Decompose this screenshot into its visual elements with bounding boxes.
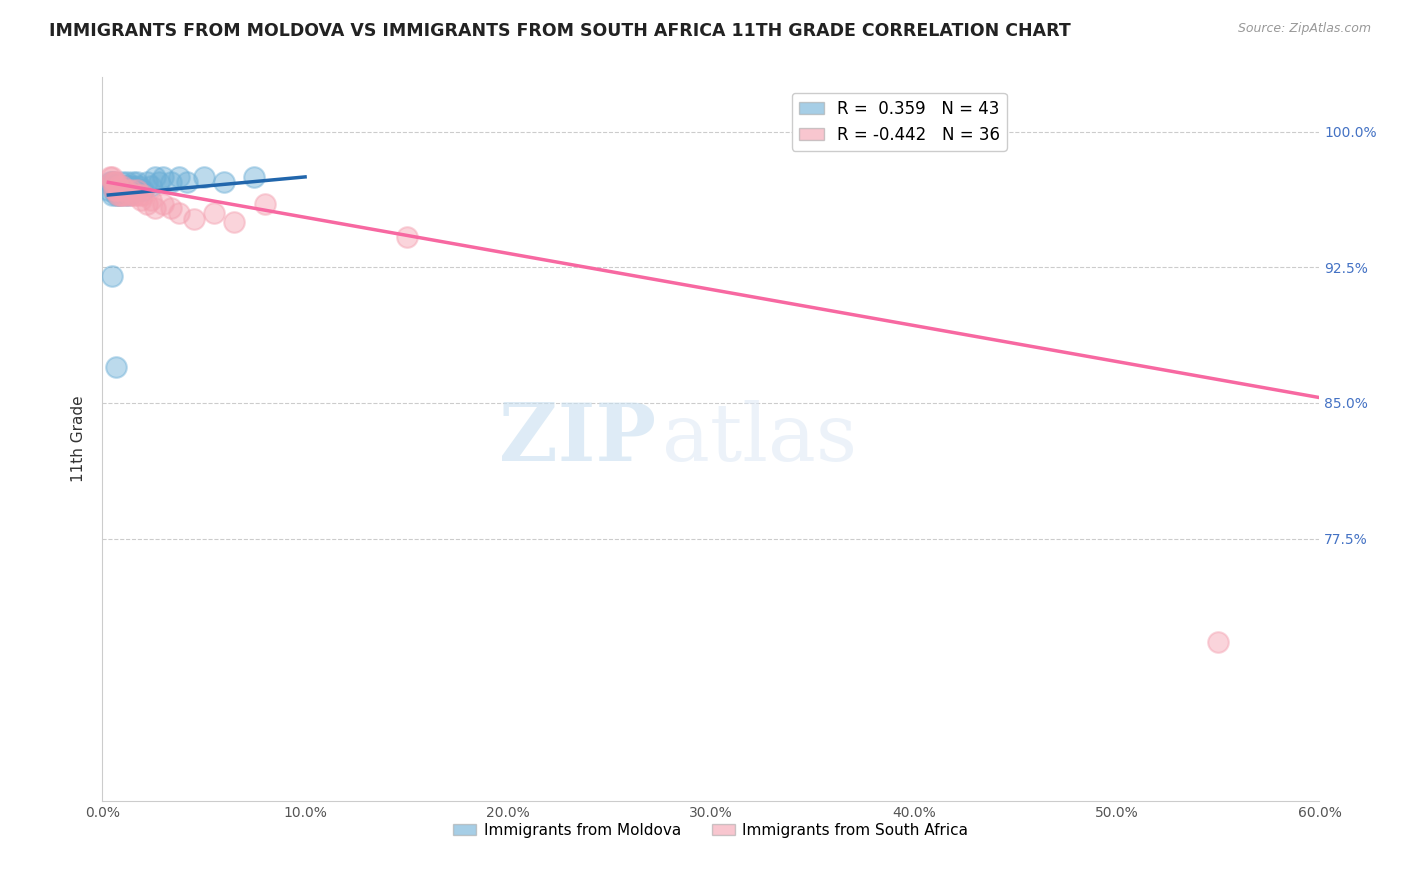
- Point: [253, 197, 276, 211]
- Point: [169, 206, 191, 220]
- Point: [128, 178, 150, 193]
- Text: Source: ZipAtlas.com: Source: ZipAtlas.com: [1237, 22, 1371, 36]
- Point: [152, 169, 174, 184]
- Text: IMMIGRANTS FROM MOLDOVA VS IMMIGRANTS FROM SOUTH AFRICA 11TH GRADE CORRELATION C: IMMIGRANTS FROM MOLDOVA VS IMMIGRANTS FR…: [49, 22, 1071, 40]
- Point: [107, 188, 129, 202]
- Point: [129, 194, 152, 208]
- Point: [212, 175, 235, 189]
- Point: [139, 178, 162, 193]
- Point: [124, 183, 146, 197]
- Point: [110, 188, 132, 202]
- Point: [128, 188, 150, 202]
- Point: [121, 188, 143, 202]
- Point: [124, 188, 146, 202]
- Point: [97, 183, 120, 197]
- Point: [135, 175, 157, 189]
- Point: [114, 178, 136, 193]
- Point: [193, 169, 215, 184]
- Point: [98, 175, 121, 189]
- Point: [395, 229, 418, 244]
- Point: [120, 183, 142, 197]
- Point: [117, 188, 139, 202]
- Point: [132, 183, 155, 197]
- Point: [101, 269, 124, 284]
- Point: [176, 175, 198, 189]
- Point: [148, 175, 170, 189]
- Point: [103, 175, 125, 189]
- Point: [114, 188, 136, 202]
- Point: [115, 175, 138, 189]
- Point: [107, 178, 129, 193]
- Point: [105, 178, 128, 193]
- Point: [135, 197, 157, 211]
- Point: [103, 175, 125, 189]
- Point: [111, 175, 134, 189]
- Point: [107, 183, 129, 197]
- Point: [143, 169, 166, 184]
- Point: [132, 188, 155, 202]
- Point: [110, 183, 132, 197]
- Point: [105, 188, 128, 202]
- Point: [105, 183, 128, 197]
- Point: [120, 183, 142, 197]
- Text: ZIP: ZIP: [499, 401, 657, 478]
- Point: [107, 178, 129, 193]
- Text: atlas: atlas: [662, 401, 858, 478]
- Point: [107, 188, 129, 202]
- Point: [125, 183, 148, 197]
- Y-axis label: 11th Grade: 11th Grade: [72, 396, 86, 483]
- Point: [98, 169, 121, 184]
- Point: [105, 359, 128, 374]
- Point: [121, 175, 143, 189]
- Point: [160, 175, 183, 189]
- Point: [202, 206, 225, 220]
- Point: [110, 183, 132, 197]
- Point: [101, 175, 124, 189]
- Point: [117, 188, 139, 202]
- Point: [169, 169, 191, 184]
- Point: [243, 169, 266, 184]
- Point: [121, 178, 143, 193]
- Point: [101, 178, 124, 193]
- Point: [105, 183, 128, 197]
- Point: [103, 183, 125, 197]
- Point: [111, 178, 134, 193]
- Point: [143, 201, 166, 215]
- Point: [114, 183, 136, 197]
- Point: [111, 188, 134, 202]
- Point: [110, 178, 132, 193]
- Point: [115, 183, 138, 197]
- Point: [101, 188, 124, 202]
- Point: [105, 175, 128, 189]
- Point: [222, 215, 245, 229]
- Point: [115, 183, 138, 197]
- Point: [111, 178, 134, 193]
- Point: [101, 175, 124, 189]
- Legend: Immigrants from Moldova, Immigrants from South Africa: Immigrants from Moldova, Immigrants from…: [447, 817, 974, 844]
- Point: [117, 178, 139, 193]
- Point: [110, 188, 132, 202]
- Point: [139, 194, 162, 208]
- Point: [125, 175, 148, 189]
- Point: [103, 183, 125, 197]
- Point: [1206, 634, 1229, 648]
- Point: [160, 201, 183, 215]
- Point: [183, 211, 205, 226]
- Point: [114, 188, 136, 202]
- Point: [101, 169, 124, 184]
- Point: [152, 197, 174, 211]
- Point: [111, 183, 134, 197]
